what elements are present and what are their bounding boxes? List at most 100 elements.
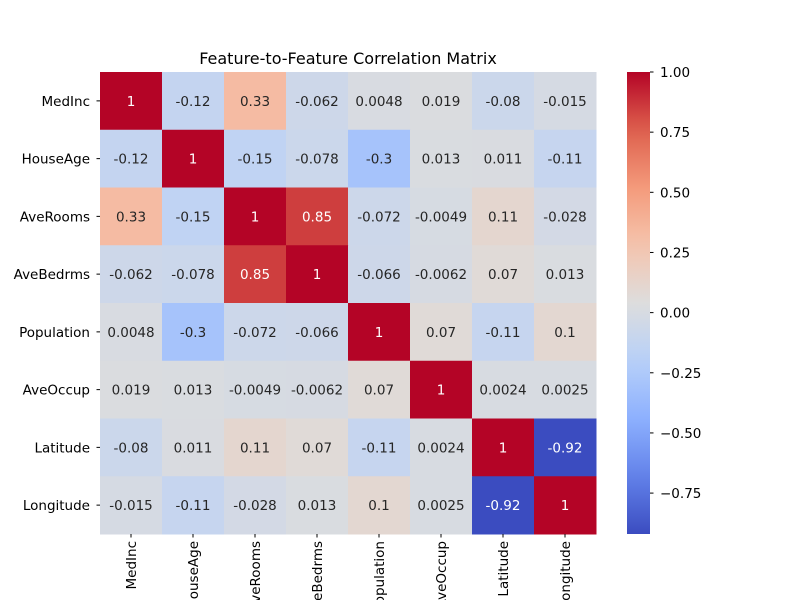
heatmap-cell xyxy=(224,245,287,304)
cell-annotation: -0.11 xyxy=(548,152,583,168)
cell-annotation: 0.85 xyxy=(240,267,270,283)
heatmap-cell xyxy=(224,303,287,362)
heatmap-cell xyxy=(348,418,411,477)
cell-annotation: -0.92 xyxy=(486,498,521,514)
heatmap-cell xyxy=(534,303,597,362)
cell-annotation: 0.0025 xyxy=(541,383,588,399)
cell-annotation: 0.0025 xyxy=(417,498,464,514)
cell-annotation: 0.33 xyxy=(116,209,146,225)
cell-annotation: -0.0062 xyxy=(291,383,343,399)
cell-annotation: -0.078 xyxy=(295,152,339,168)
cell-annotation: 0.33 xyxy=(240,94,270,110)
heatmap-cell xyxy=(410,303,473,362)
heatmap-cell xyxy=(162,418,225,477)
heatmap-cell xyxy=(472,303,535,362)
cell-annotation: -0.12 xyxy=(176,94,211,110)
heatmap-cell xyxy=(162,187,225,246)
row-labels: MedInc HouseAge AveRooms AveBedrms Populatio… xyxy=(14,94,100,514)
cell-annotation: -0.3 xyxy=(180,325,206,341)
heatmap-cell xyxy=(162,129,225,188)
cell-annotation: 0.07 xyxy=(364,383,394,399)
heatmap-cell xyxy=(410,476,473,535)
heatmap-cell xyxy=(224,187,287,246)
cell-annotation: 1 xyxy=(437,383,446,399)
cell-annotation: 0.1 xyxy=(554,325,575,341)
row-label: AveRooms xyxy=(20,209,90,225)
cell-annotation: -0.15 xyxy=(176,209,211,225)
colorbar-tick-label: −0.75 xyxy=(660,486,701,502)
heatmap-cell xyxy=(472,129,535,188)
heatmap-cell xyxy=(534,72,597,131)
cell-annotation: 1 xyxy=(189,152,198,168)
row-label: Population xyxy=(19,325,90,341)
column-label: AveBedrms xyxy=(310,541,326,600)
cell-annotation: -0.072 xyxy=(233,325,277,341)
column-label: HouseAge xyxy=(186,541,202,600)
heatmap-cell xyxy=(224,72,287,131)
column-label: Population xyxy=(372,541,388,600)
cell-annotation: -0.15 xyxy=(238,152,273,168)
heatmap-cell xyxy=(472,418,535,477)
heatmap-cell xyxy=(286,418,349,477)
heatmap-cells: 1 -0.12 0.33 -0.062 0.0048 0.019 -0.08 -0.015 -0… xyxy=(100,72,597,535)
colorbar-tick-label: 0.50 xyxy=(660,185,690,201)
cell-annotation: 0.013 xyxy=(546,267,585,283)
cell-annotation: -0.015 xyxy=(109,498,153,514)
heatmap-cell xyxy=(162,72,225,131)
heatmap-cell xyxy=(534,129,597,188)
cell-annotation: 0.013 xyxy=(298,498,337,514)
cell-annotation: 0.07 xyxy=(488,267,518,283)
colorbar xyxy=(627,72,650,534)
heatmap-cell xyxy=(534,418,597,477)
colorbar-tick-label: −0.25 xyxy=(660,366,701,382)
heatmap-cell xyxy=(410,245,473,304)
cell-annotation: -0.0049 xyxy=(415,209,467,225)
row-label: Longitude xyxy=(23,498,90,514)
row-label: AveOccup xyxy=(23,383,90,399)
cell-annotation: -0.92 xyxy=(548,440,583,456)
heatmap-cell xyxy=(100,187,163,246)
heatmap-cell xyxy=(100,72,163,131)
cell-annotation: 0.013 xyxy=(422,152,461,168)
cell-annotation: -0.08 xyxy=(114,440,149,456)
heatmap-cell xyxy=(162,303,225,362)
column-label: AveOccup xyxy=(434,541,450,600)
colorbar-tick-label: 0.75 xyxy=(660,125,690,141)
heatmap-cell xyxy=(162,360,225,419)
cell-annotation: -0.028 xyxy=(543,209,587,225)
heatmap-cell xyxy=(410,129,473,188)
cell-annotation: 0.1 xyxy=(368,498,389,514)
column-label: Longitude xyxy=(558,541,574,600)
cell-annotation: -0.062 xyxy=(295,94,339,110)
cell-annotation: 0.0024 xyxy=(417,440,464,456)
cell-annotation: 1 xyxy=(251,209,260,225)
cell-annotation: -0.072 xyxy=(357,209,401,225)
heatmap-cell xyxy=(286,360,349,419)
heatmap-cell xyxy=(348,72,411,131)
cell-annotation: -0.11 xyxy=(362,440,397,456)
heatmap-cell xyxy=(286,72,349,131)
heatmap-cell xyxy=(224,129,287,188)
cell-annotation: -0.3 xyxy=(366,152,392,168)
heatmap-cell xyxy=(534,245,597,304)
cell-annotation: 0.11 xyxy=(488,209,518,225)
cell-annotation: 0.013 xyxy=(174,383,213,399)
colorbar-tick-label: 0.00 xyxy=(660,306,690,322)
heatmap-cell xyxy=(286,245,349,304)
heatmap-cell xyxy=(348,245,411,304)
heatmap-cell xyxy=(162,476,225,535)
heatmap-cell xyxy=(410,187,473,246)
cell-annotation: -0.062 xyxy=(109,267,153,283)
cell-annotation: -0.0049 xyxy=(229,383,281,399)
heatmap-cell xyxy=(348,360,411,419)
cell-annotation: 0.0024 xyxy=(479,383,526,399)
colorbar-tick-label: 0.25 xyxy=(660,245,690,261)
heatmap-cell xyxy=(472,72,535,131)
cell-annotation: -0.066 xyxy=(357,267,401,283)
cell-annotation: -0.11 xyxy=(486,325,521,341)
cell-annotation: 0.07 xyxy=(302,440,332,456)
cell-annotation: 0.019 xyxy=(422,94,461,110)
cell-annotation: 0.011 xyxy=(174,440,213,456)
heatmap-cell xyxy=(410,72,473,131)
